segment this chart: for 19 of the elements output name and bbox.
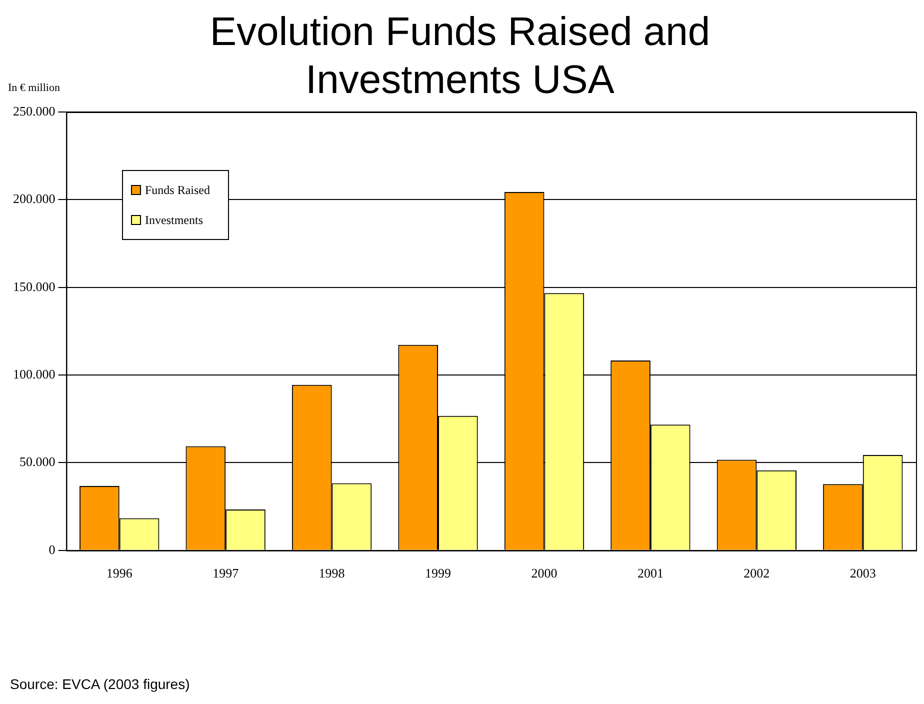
y-tick-label: 150.000 [13,278,56,294]
x-tick-label: 1997 [212,566,240,581]
x-tick-label: 2001 [637,566,664,581]
y-tick-label: 50.000 [20,454,56,470]
y-axis-title: In € million [8,82,60,94]
y-tick-label: 250.000 [13,103,56,118]
y-tick-label: 100.000 [13,366,56,382]
x-tick-label: 2002 [744,566,770,581]
legend-label: Funds Raised [145,182,210,198]
x-tick-label: 2003 [850,566,876,581]
chart-title: Evolution Funds Raised and Investments USA [208,9,712,104]
legend-label: Investments [145,212,203,228]
y-tick-label: 200.000 [13,191,56,206]
y-tick-label: 0 [48,542,56,557]
x-tick-label: 1996 [106,566,133,581]
x-tick-label: 1999 [425,566,452,581]
source-note: Source: EVCA (2003 figures) [10,676,190,692]
x-tick-label: 1998 [318,566,345,581]
x-tick-label: 2000 [531,566,558,581]
